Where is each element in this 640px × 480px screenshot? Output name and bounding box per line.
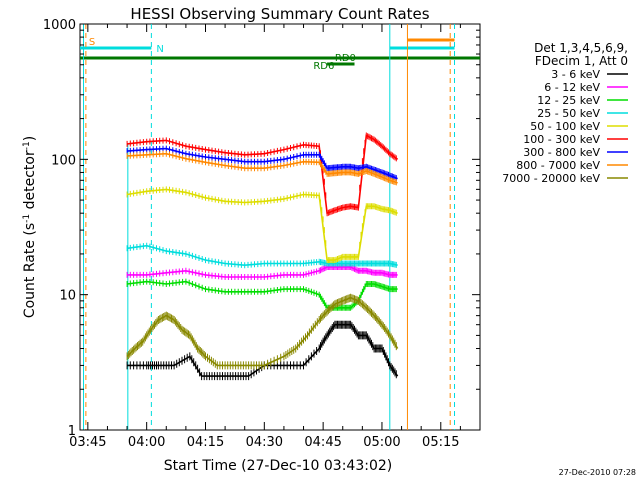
annotation-label: N (156, 44, 163, 55)
x-tick-label: 05:00 (363, 435, 400, 450)
legend-label: 100 - 300 keV (523, 133, 600, 146)
legend-header-1: Det 1,3,4,5,6,9, (534, 41, 628, 55)
legend-label: 50 - 100 keV (530, 120, 600, 133)
y-tick-label: 10 (59, 289, 76, 304)
series-noise (126, 150, 397, 186)
series-noise (126, 264, 397, 280)
y-tick-label: 1000 (43, 18, 76, 33)
x-tick-label: 04:00 (128, 435, 165, 450)
legend-label: 6 - 12 keV (544, 81, 600, 94)
y-axis-label: Count Rate (s-1 detector-1) (22, 136, 38, 318)
series-noise (126, 242, 397, 269)
legend-label: 7000 - 20000 keV (502, 172, 600, 185)
legend-header-2: FDecim 1, Att 0 (535, 54, 628, 68)
x-tick-label: 05:15 (422, 435, 459, 450)
x-axis-label: Start Time (27-Dec-10 03:43:02) (164, 458, 392, 474)
x-tick-label: 04:30 (246, 435, 283, 450)
legend-label: 300 - 800 keV (523, 146, 600, 159)
legend: Det 1,3,4,5,6,9, FDecim 1, Att 0 3 - 6 k… (502, 41, 628, 185)
y-tick-label: 100 (51, 153, 76, 168)
plot-frame (79, 23, 481, 431)
chart-title: HESSI Observing Summary Count Rates (130, 5, 429, 23)
series-line (126, 188, 398, 261)
legend-label: 25 - 50 keV (537, 107, 600, 120)
annotation-label: RD6 (313, 61, 334, 72)
x-tick-label: 04:45 (304, 435, 341, 450)
legend-label: 12 - 25 keV (537, 94, 600, 107)
axis-ticks: 1 10 100 1000 03:45 04:00 04:15 04:30 04:45 05:00… (43, 18, 481, 450)
annotation-label: S (89, 37, 95, 48)
annotation-label: RD0 (335, 53, 356, 64)
x-tick-label: 03:45 (69, 435, 106, 450)
series-noise (126, 186, 397, 264)
series-noise (126, 132, 397, 217)
legend-label: 3 - 6 keV (551, 68, 600, 81)
series-layer (126, 132, 399, 381)
footer-timestamp: 27-Dec-2010 07:28 (559, 468, 636, 477)
y-tick-label: 1 (68, 424, 76, 439)
series-noise (126, 145, 397, 182)
legend-label: 800 - 7000 keV (516, 159, 600, 172)
x-tick-label: 04:15 (187, 435, 224, 450)
series-noise (126, 293, 397, 370)
series-noise (126, 320, 397, 381)
